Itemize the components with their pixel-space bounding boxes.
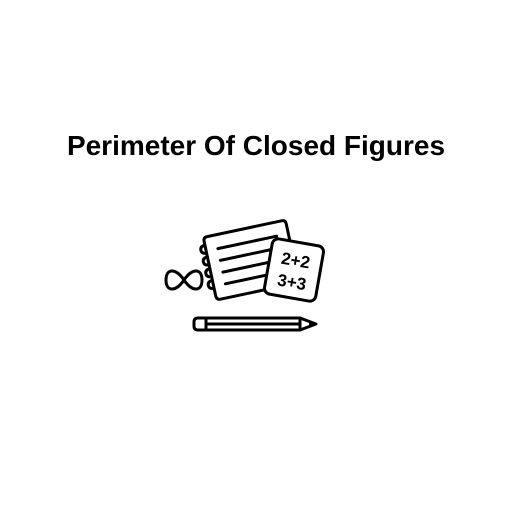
math-card-icon: 2+2 3+3 [264, 238, 325, 302]
page-title: Perimeter Of Closed Figures [67, 130, 445, 162]
math-illustration: 2+2 3+3 [156, 212, 356, 352]
infinity-icon [166, 271, 202, 289]
pencil-icon [194, 318, 316, 330]
